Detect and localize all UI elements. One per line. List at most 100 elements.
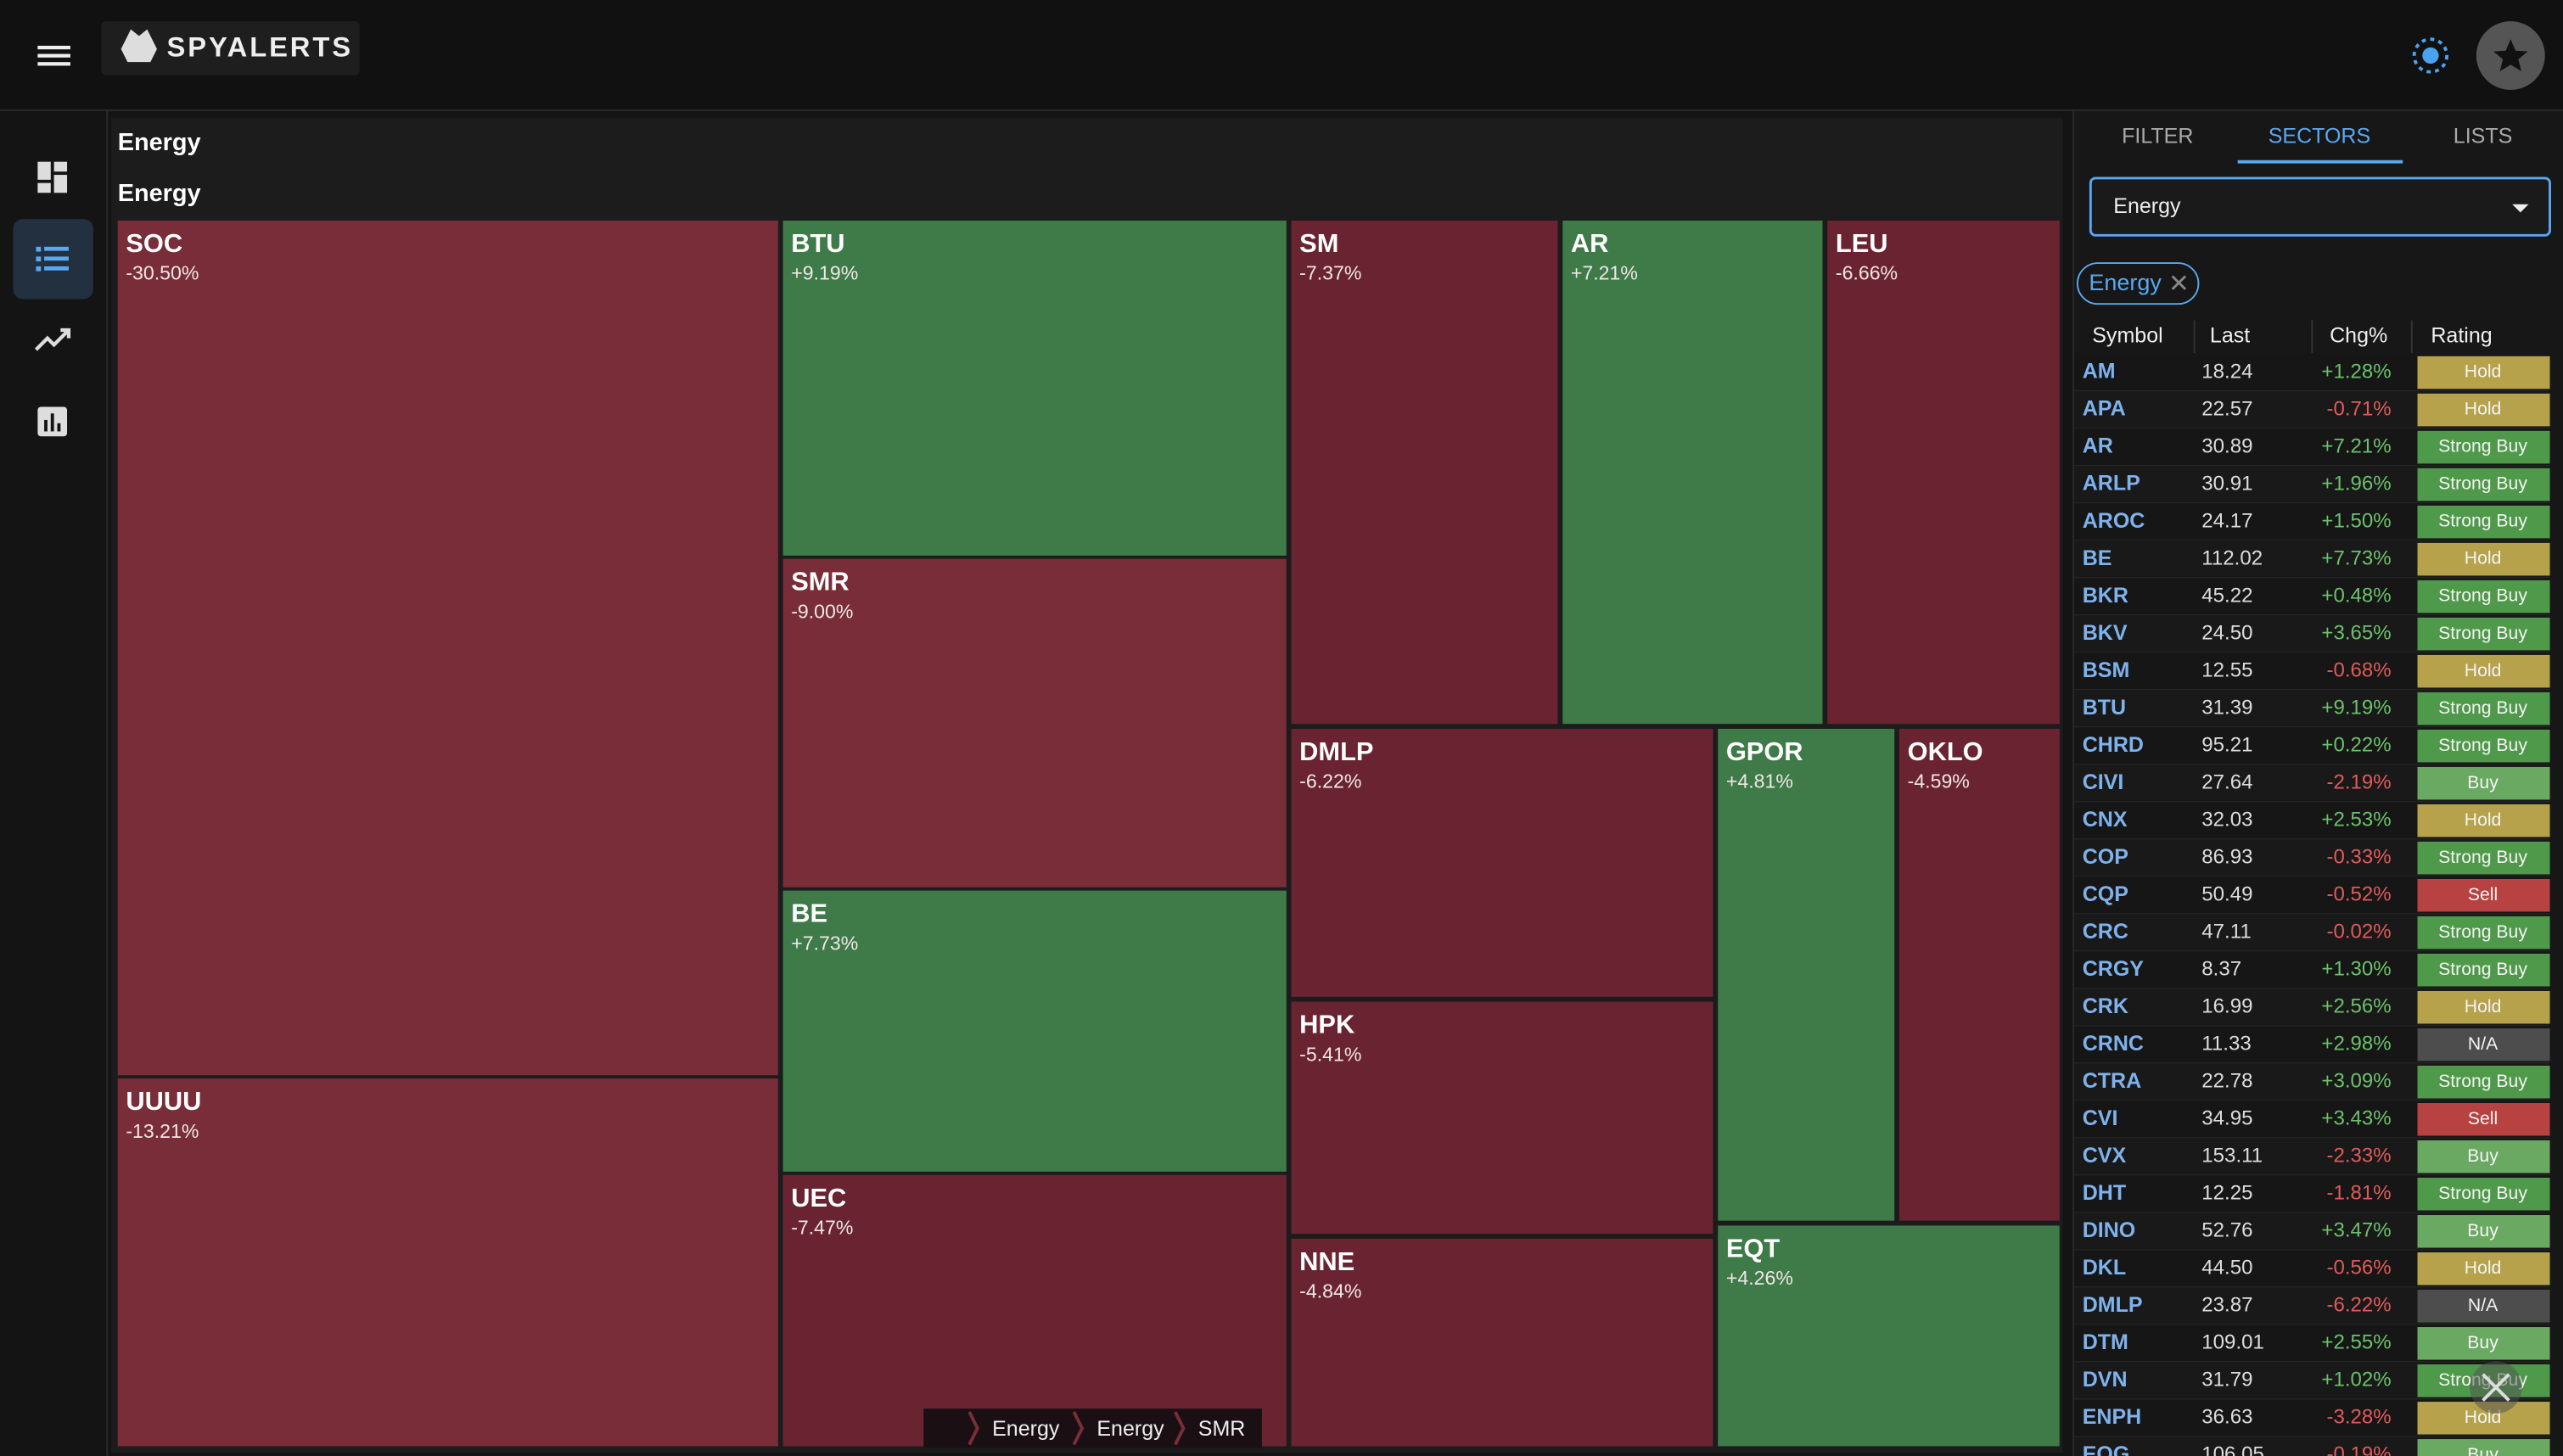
cell-symbol: CQP (2083, 882, 2128, 906)
treemap-tile[interactable] (782, 558, 1287, 888)
cell-symbol: EOG (2083, 1442, 2130, 1456)
menu-button[interactable] (37, 45, 70, 66)
treemap-tiles: SOC -30.50% UUUU -13.21% BTU +9.19% SMR -9.00% B… (117, 221, 2060, 1447)
treemap-tile[interactable] (1291, 1001, 1713, 1235)
treemap-tile[interactable] (1827, 221, 2060, 725)
column-header[interactable]: Symbol (2092, 323, 2162, 347)
column-header[interactable]: Last (2210, 323, 2250, 347)
treemap-tile[interactable] (117, 1078, 778, 1447)
sector-dropdown[interactable] (2089, 176, 2551, 237)
cell-rating: Strong Buy (2438, 1184, 2527, 1203)
rating-badge (2417, 617, 2550, 651)
cell-last: 30.91 (2201, 472, 2252, 495)
cell-rating: Buy (2467, 1333, 2499, 1352)
rating-badge (2417, 654, 2550, 688)
cell-symbol: ARLP (2083, 472, 2140, 496)
cell-last: 95.21 (2201, 734, 2252, 757)
cell-change: -0.68% (2326, 659, 2391, 682)
cell-change: -6.22% (2326, 1294, 2391, 1317)
cell-symbol: CVX (2083, 1144, 2127, 1168)
nav-trends[interactable] (34, 328, 71, 351)
favorites-icon (2493, 39, 2528, 71)
theme-toggle[interactable] (2412, 37, 2449, 74)
cell-symbol: DTM (2083, 1330, 2128, 1354)
breadcrumb-item[interactable]: Energy (1096, 1417, 1164, 1441)
chip-label: Energy (2089, 270, 2162, 295)
cell-rating: Sell (2468, 885, 2498, 904)
treemap-tile[interactable] (1562, 221, 1823, 725)
cell-rating: Hold (2465, 810, 2502, 830)
cell-rating: Strong Buy (2438, 698, 2527, 718)
cell-change: -1.81% (2326, 1182, 2391, 1205)
rating-badge (2417, 580, 2550, 613)
cell-symbol: AR (2083, 434, 2113, 458)
tile-symbol: NNE (1299, 1246, 1354, 1276)
cell-last: 8.37 (2201, 958, 2241, 981)
treemap-tile[interactable] (1291, 1238, 1713, 1447)
nav-dashboard[interactable] (37, 161, 68, 193)
cell-rating: Strong Buy (2438, 624, 2527, 643)
tile-symbol: DMLP (1299, 736, 1373, 766)
cell-rating: Hold (2465, 661, 2502, 680)
tab[interactable]: SECTORS (2269, 124, 2370, 148)
cell-rating: Buy (2467, 773, 2499, 792)
cell-symbol: CHRD (2083, 733, 2144, 757)
cell-last: 16.99 (2201, 995, 2252, 1018)
treemap-tile[interactable] (782, 221, 1287, 556)
cell-symbol: BSM (2083, 658, 2130, 682)
cell-rating: Hold (2465, 549, 2502, 568)
cell-change: +1.02% (2321, 1369, 2391, 1392)
nav-charts[interactable] (37, 406, 68, 437)
rating-badge (2417, 841, 2550, 875)
treemap-tile[interactable] (1718, 728, 1895, 1221)
tile-symbol: SMR (791, 567, 849, 596)
brand-box[interactable] (101, 21, 360, 76)
cell-rating: Sell (2468, 1109, 2498, 1128)
tile-change: -5.41% (1299, 1043, 1361, 1065)
cell-last: 112.02 (2201, 547, 2263, 570)
treemap-tile[interactable] (1718, 1225, 2060, 1447)
cell-symbol: CIVI (2083, 770, 2124, 794)
cell-last: 11.33 (2201, 1033, 2251, 1056)
sector-chip[interactable] (2076, 262, 2200, 305)
cell-symbol: DINO (2083, 1218, 2136, 1242)
tab[interactable]: LISTS (2454, 124, 2513, 148)
cell-last: 52.76 (2201, 1219, 2252, 1242)
cell-rating: N/A (2468, 1296, 2499, 1315)
tab[interactable]: FILTER (2122, 124, 2193, 148)
nav-list-icon (36, 246, 69, 272)
rating-badge (2417, 542, 2550, 576)
column-header[interactable]: Rating (2431, 323, 2492, 347)
dropdown-arrow (2512, 204, 2529, 213)
treemap-tile[interactable] (1291, 728, 1713, 997)
chip-remove[interactable] (2171, 275, 2187, 290)
breadcrumb-item[interactable]: SMR (1198, 1417, 1246, 1441)
tabs: FILTER SECTORS LISTS (2122, 124, 2512, 148)
cell-rating: Strong Buy (2438, 512, 2527, 531)
tile-symbol: AR (1571, 228, 1608, 258)
treemap-tile[interactable] (782, 1174, 1287, 1447)
cell-last: 106.05 (2201, 1443, 2264, 1456)
cell-change: +1.28% (2321, 360, 2391, 383)
cell-change: +0.48% (2321, 585, 2391, 608)
cell-symbol: CRC (2083, 920, 2128, 944)
column-header[interactable]: Chg% (2330, 323, 2387, 347)
tile-change: -9.00% (791, 600, 853, 622)
rating-badge (2417, 1140, 2550, 1173)
rating-badge (2417, 1028, 2550, 1061)
tile-change: -7.47% (791, 1216, 853, 1238)
tile-change: -4.59% (1908, 770, 1970, 792)
rating-badge (2417, 356, 2550, 389)
treemap-tile[interactable] (1899, 728, 2060, 1221)
breadcrumb-item[interactable]: Energy (992, 1417, 1060, 1441)
treemap-tile[interactable] (117, 221, 778, 1076)
cell-last: 18.24 (2201, 360, 2252, 383)
cell-last: 22.78 (2201, 1070, 2252, 1093)
cell-last: 22.57 (2201, 397, 2252, 420)
treemap-tile[interactable] (782, 890, 1287, 1172)
top-bar (0, 0, 2563, 110)
cell-change: -2.19% (2326, 771, 2391, 794)
treemap-tile[interactable] (1291, 221, 1558, 725)
cell-change: +2.55% (2321, 1331, 2391, 1354)
cell-symbol: AROC (2083, 509, 2145, 533)
